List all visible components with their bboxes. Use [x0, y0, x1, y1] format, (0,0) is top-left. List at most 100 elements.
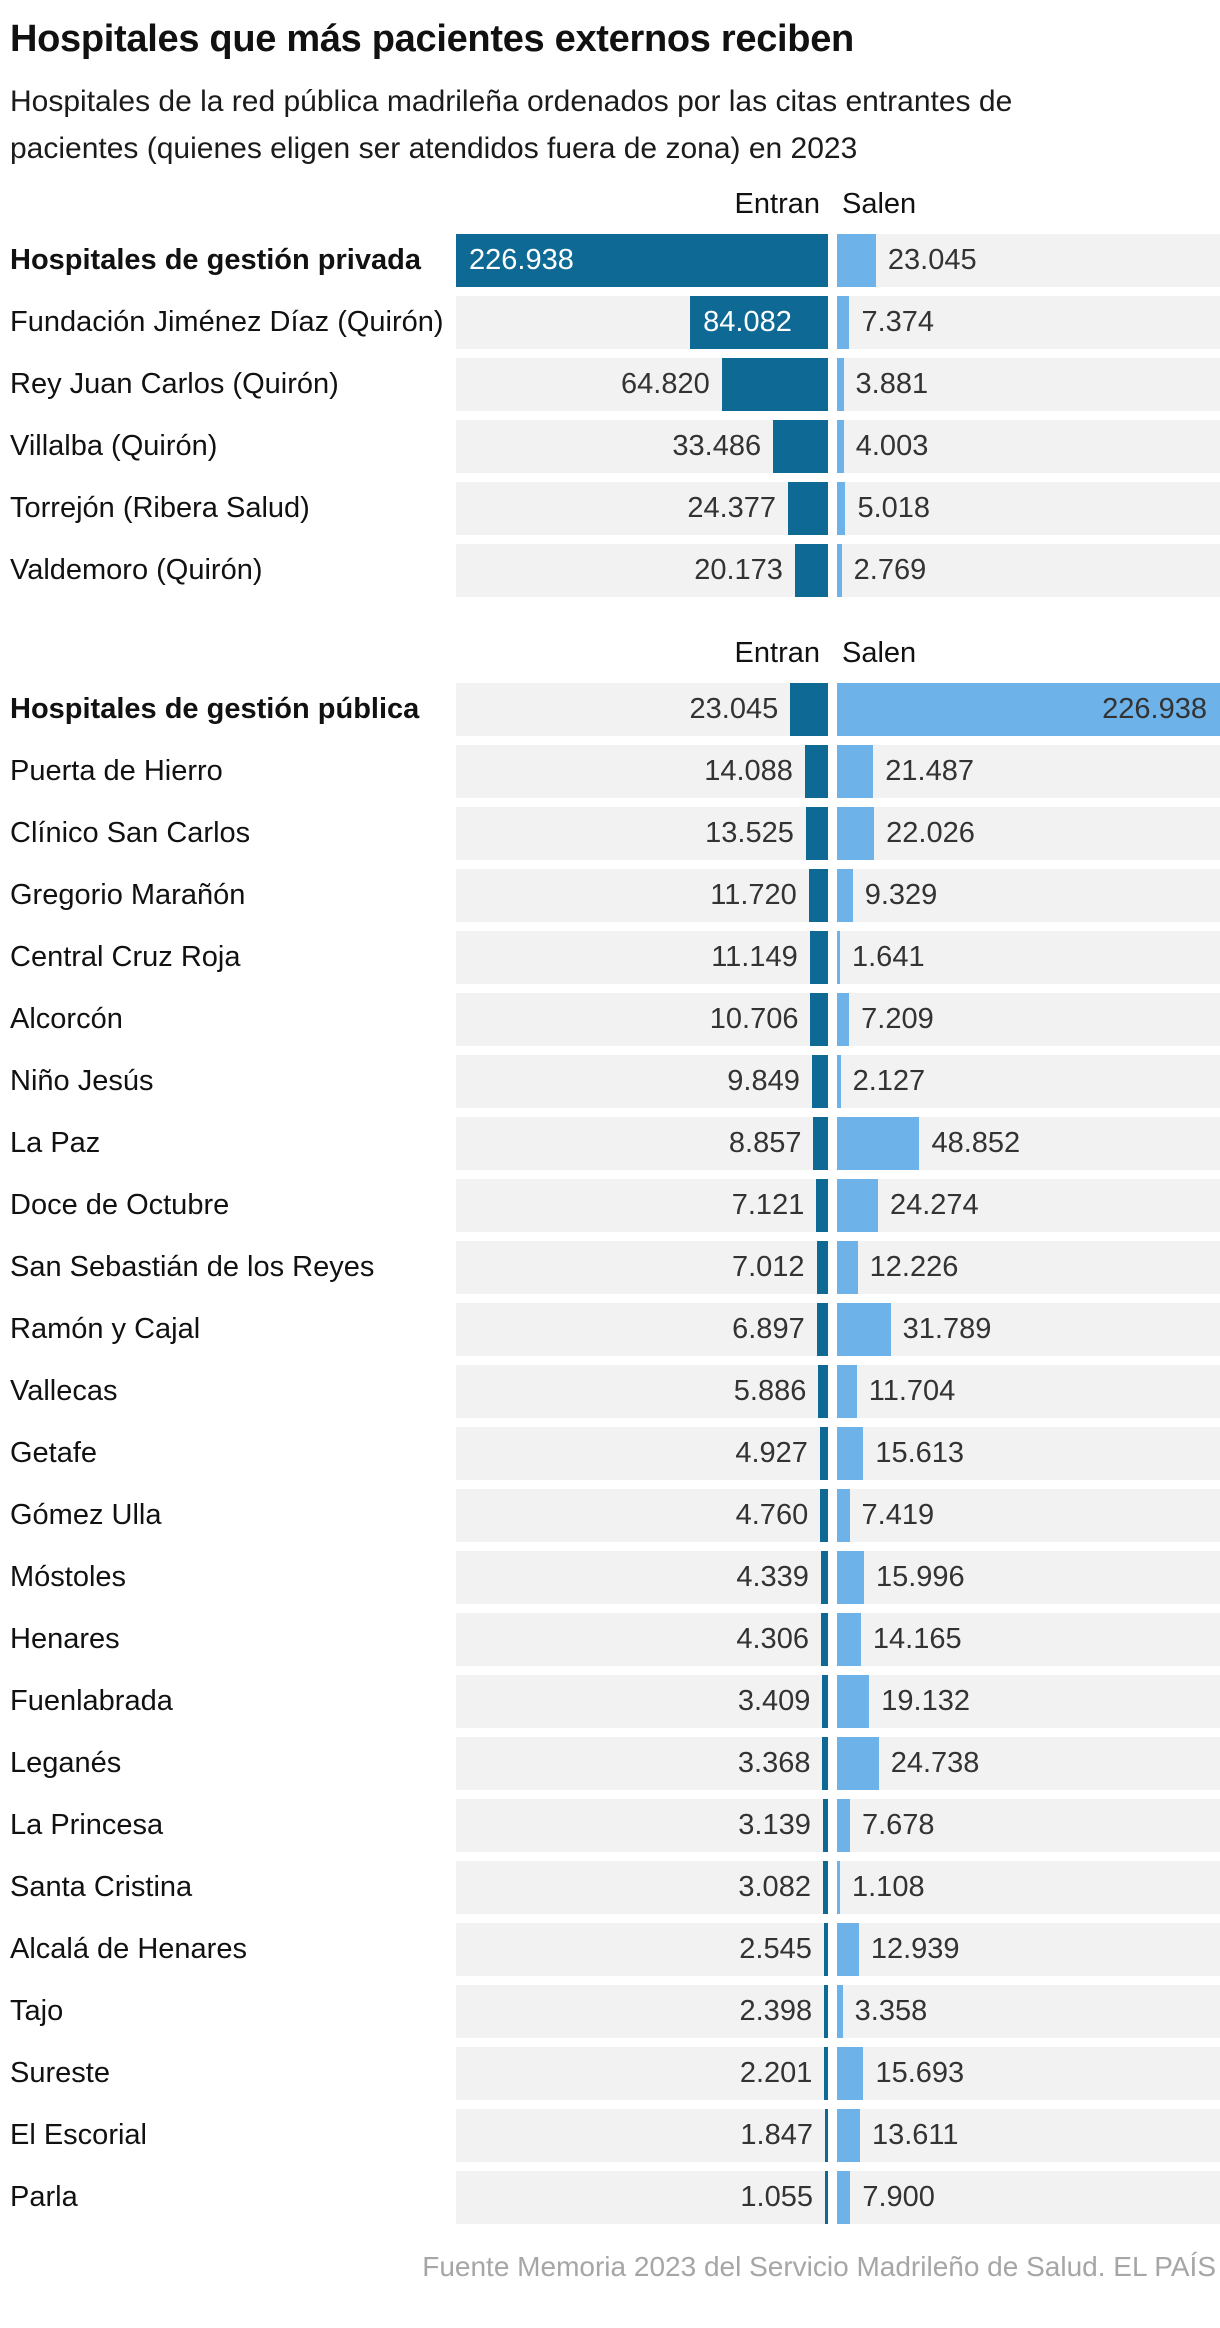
entran-cell: 11.149 — [456, 931, 828, 984]
entran-cell: 33.486 — [456, 420, 828, 473]
entran-value: 6.897 — [732, 1313, 805, 1345]
salen-value: 9.329 — [864, 879, 938, 911]
entran-cell: 24.377 — [456, 482, 828, 535]
entran-value: 84.082 — [703, 306, 792, 338]
chart-row: Parla 1.055 7.900 — [0, 2171, 1220, 2224]
salen-cell: 3.881 — [837, 358, 1220, 411]
column-gap — [828, 1365, 837, 1418]
chart-row: Niño Jesús 9.849 2.127 — [0, 1055, 1220, 1108]
salen-value: 2.769 — [853, 554, 927, 586]
salen-value: 12.939 — [870, 1933, 960, 1965]
salen-cell: 7.678 — [837, 1799, 1220, 1852]
entran-value: 1.847 — [740, 2119, 813, 2151]
entran-value: 10.706 — [709, 1003, 799, 1035]
salen-cell: 13.611 — [837, 2109, 1220, 2162]
column-gap — [828, 1179, 837, 1232]
salen-bar — [837, 296, 850, 349]
salen-column-header: Salen — [842, 637, 917, 669]
column-gap — [828, 482, 837, 535]
entran-bar — [819, 1427, 828, 1480]
entran-bar — [823, 1923, 828, 1976]
entran-bar — [690, 296, 828, 349]
salen-value: 4.003 — [855, 430, 929, 462]
entran-bar — [818, 1365, 828, 1418]
chart-row: Puerta de Hierro 14.088 21.487 — [0, 745, 1220, 798]
entran-bar — [816, 1303, 828, 1356]
salen-cell: 19.132 — [837, 1675, 1220, 1728]
salen-value: 11.704 — [868, 1375, 956, 1407]
hospital-label: Puerta de Hierro — [10, 755, 223, 787]
chart-row: Sureste 2.201 15.693 — [0, 2047, 1220, 2100]
entran-bar — [820, 1613, 828, 1666]
hospital-label: Alcorcón — [10, 1003, 123, 1035]
salen-bar — [837, 1985, 843, 2038]
entran-cell: 226.938 — [456, 234, 828, 287]
salen-cell: 226.938 — [837, 683, 1220, 736]
chart-row: Central Cruz Roja 11.149 1.641 — [0, 931, 1220, 984]
entran-cell: 13.525 — [456, 807, 828, 860]
salen-bar — [837, 2047, 864, 2100]
salen-cell: 22.026 — [837, 807, 1220, 860]
salen-bar — [837, 1427, 864, 1480]
entran-cell: 10.706 — [456, 993, 828, 1046]
entran-cell: 4.760 — [456, 1489, 828, 1542]
salen-cell: 2.127 — [837, 1055, 1220, 1108]
salen-value: 1.108 — [852, 1871, 925, 1903]
salen-cell: 14.165 — [837, 1613, 1220, 1666]
hospital-label: La Princesa — [10, 1809, 164, 1841]
column-gap — [828, 1985, 837, 2038]
salen-bar — [837, 1365, 857, 1418]
salen-value: 21.487 — [885, 755, 974, 787]
entran-value: 3.082 — [738, 1871, 811, 1903]
column-gap — [828, 683, 837, 736]
hospital-label: Santa Cristina — [10, 1871, 193, 1903]
chart-row: Valdemoro (Quirón) 20.173 2.769 — [0, 544, 1220, 597]
hospital-label: El Escorial — [10, 2119, 147, 2151]
hospital-label: San Sebastián de los Reyes — [10, 1251, 375, 1283]
entran-bar — [822, 1737, 828, 1790]
entran-cell: 2.201 — [456, 2047, 828, 2100]
salen-value: 48.852 — [931, 1127, 1021, 1159]
hospital-label: Villalba (Quirón) — [10, 430, 218, 462]
chart: Hospitales que más pacientes externos re… — [0, 16, 1220, 2284]
entran-value: 4.760 — [735, 1499, 809, 1531]
column-gap — [828, 993, 837, 1046]
salen-value: 14.165 — [872, 1623, 962, 1655]
salen-cell: 4.003 — [837, 420, 1220, 473]
entran-bar — [824, 2109, 828, 2162]
entran-bar — [809, 931, 828, 984]
entran-value: 8.857 — [728, 1127, 802, 1159]
hospital-label: Ramón y Cajal — [10, 1313, 201, 1345]
column-gap — [828, 1117, 837, 1170]
entran-cell: 6.897 — [456, 1303, 828, 1356]
salen-value: 24.274 — [889, 1189, 979, 1221]
chart-row: Gómez Ulla 4.760 7.419 — [0, 1489, 1220, 1542]
salen-cell: 12.226 — [837, 1241, 1220, 1294]
hospital-label: Hospitales de gestión pública — [10, 693, 420, 725]
entran-bar — [794, 544, 828, 597]
salen-cell: 9.329 — [837, 869, 1220, 922]
salen-bar — [837, 2171, 851, 2224]
salen-bar — [837, 1179, 878, 1232]
salen-cell: 31.789 — [837, 1303, 1220, 1356]
salen-value: 15.996 — [875, 1561, 965, 1593]
salen-bar — [837, 234, 876, 287]
entran-bar — [811, 1055, 828, 1108]
entran-value: 3.139 — [738, 1809, 811, 1841]
chart-row: Santa Cristina 3.082 1.108 — [0, 1861, 1220, 1914]
salen-value: 23.045 — [887, 244, 977, 276]
entran-value: 13.525 — [705, 817, 794, 849]
chart-body: Entran Salen Hospitales de gestión priva… — [0, 188, 1220, 2224]
salen-cell: 7.419 — [837, 1489, 1220, 1542]
salen-cell: 7.209 — [837, 993, 1220, 1046]
entran-cell: 8.857 — [456, 1117, 828, 1170]
chart-row: Fuenlabrada 3.409 19.132 — [0, 1675, 1220, 1728]
column-gap — [828, 807, 837, 860]
column-gap — [828, 1055, 837, 1108]
column-headers: Entran Salen — [0, 188, 1220, 220]
entran-value: 4.927 — [735, 1437, 808, 1469]
salen-bar — [837, 1737, 879, 1790]
salen-bar — [837, 1117, 920, 1170]
column-gap — [828, 1489, 837, 1542]
entran-value: 33.486 — [672, 430, 762, 462]
